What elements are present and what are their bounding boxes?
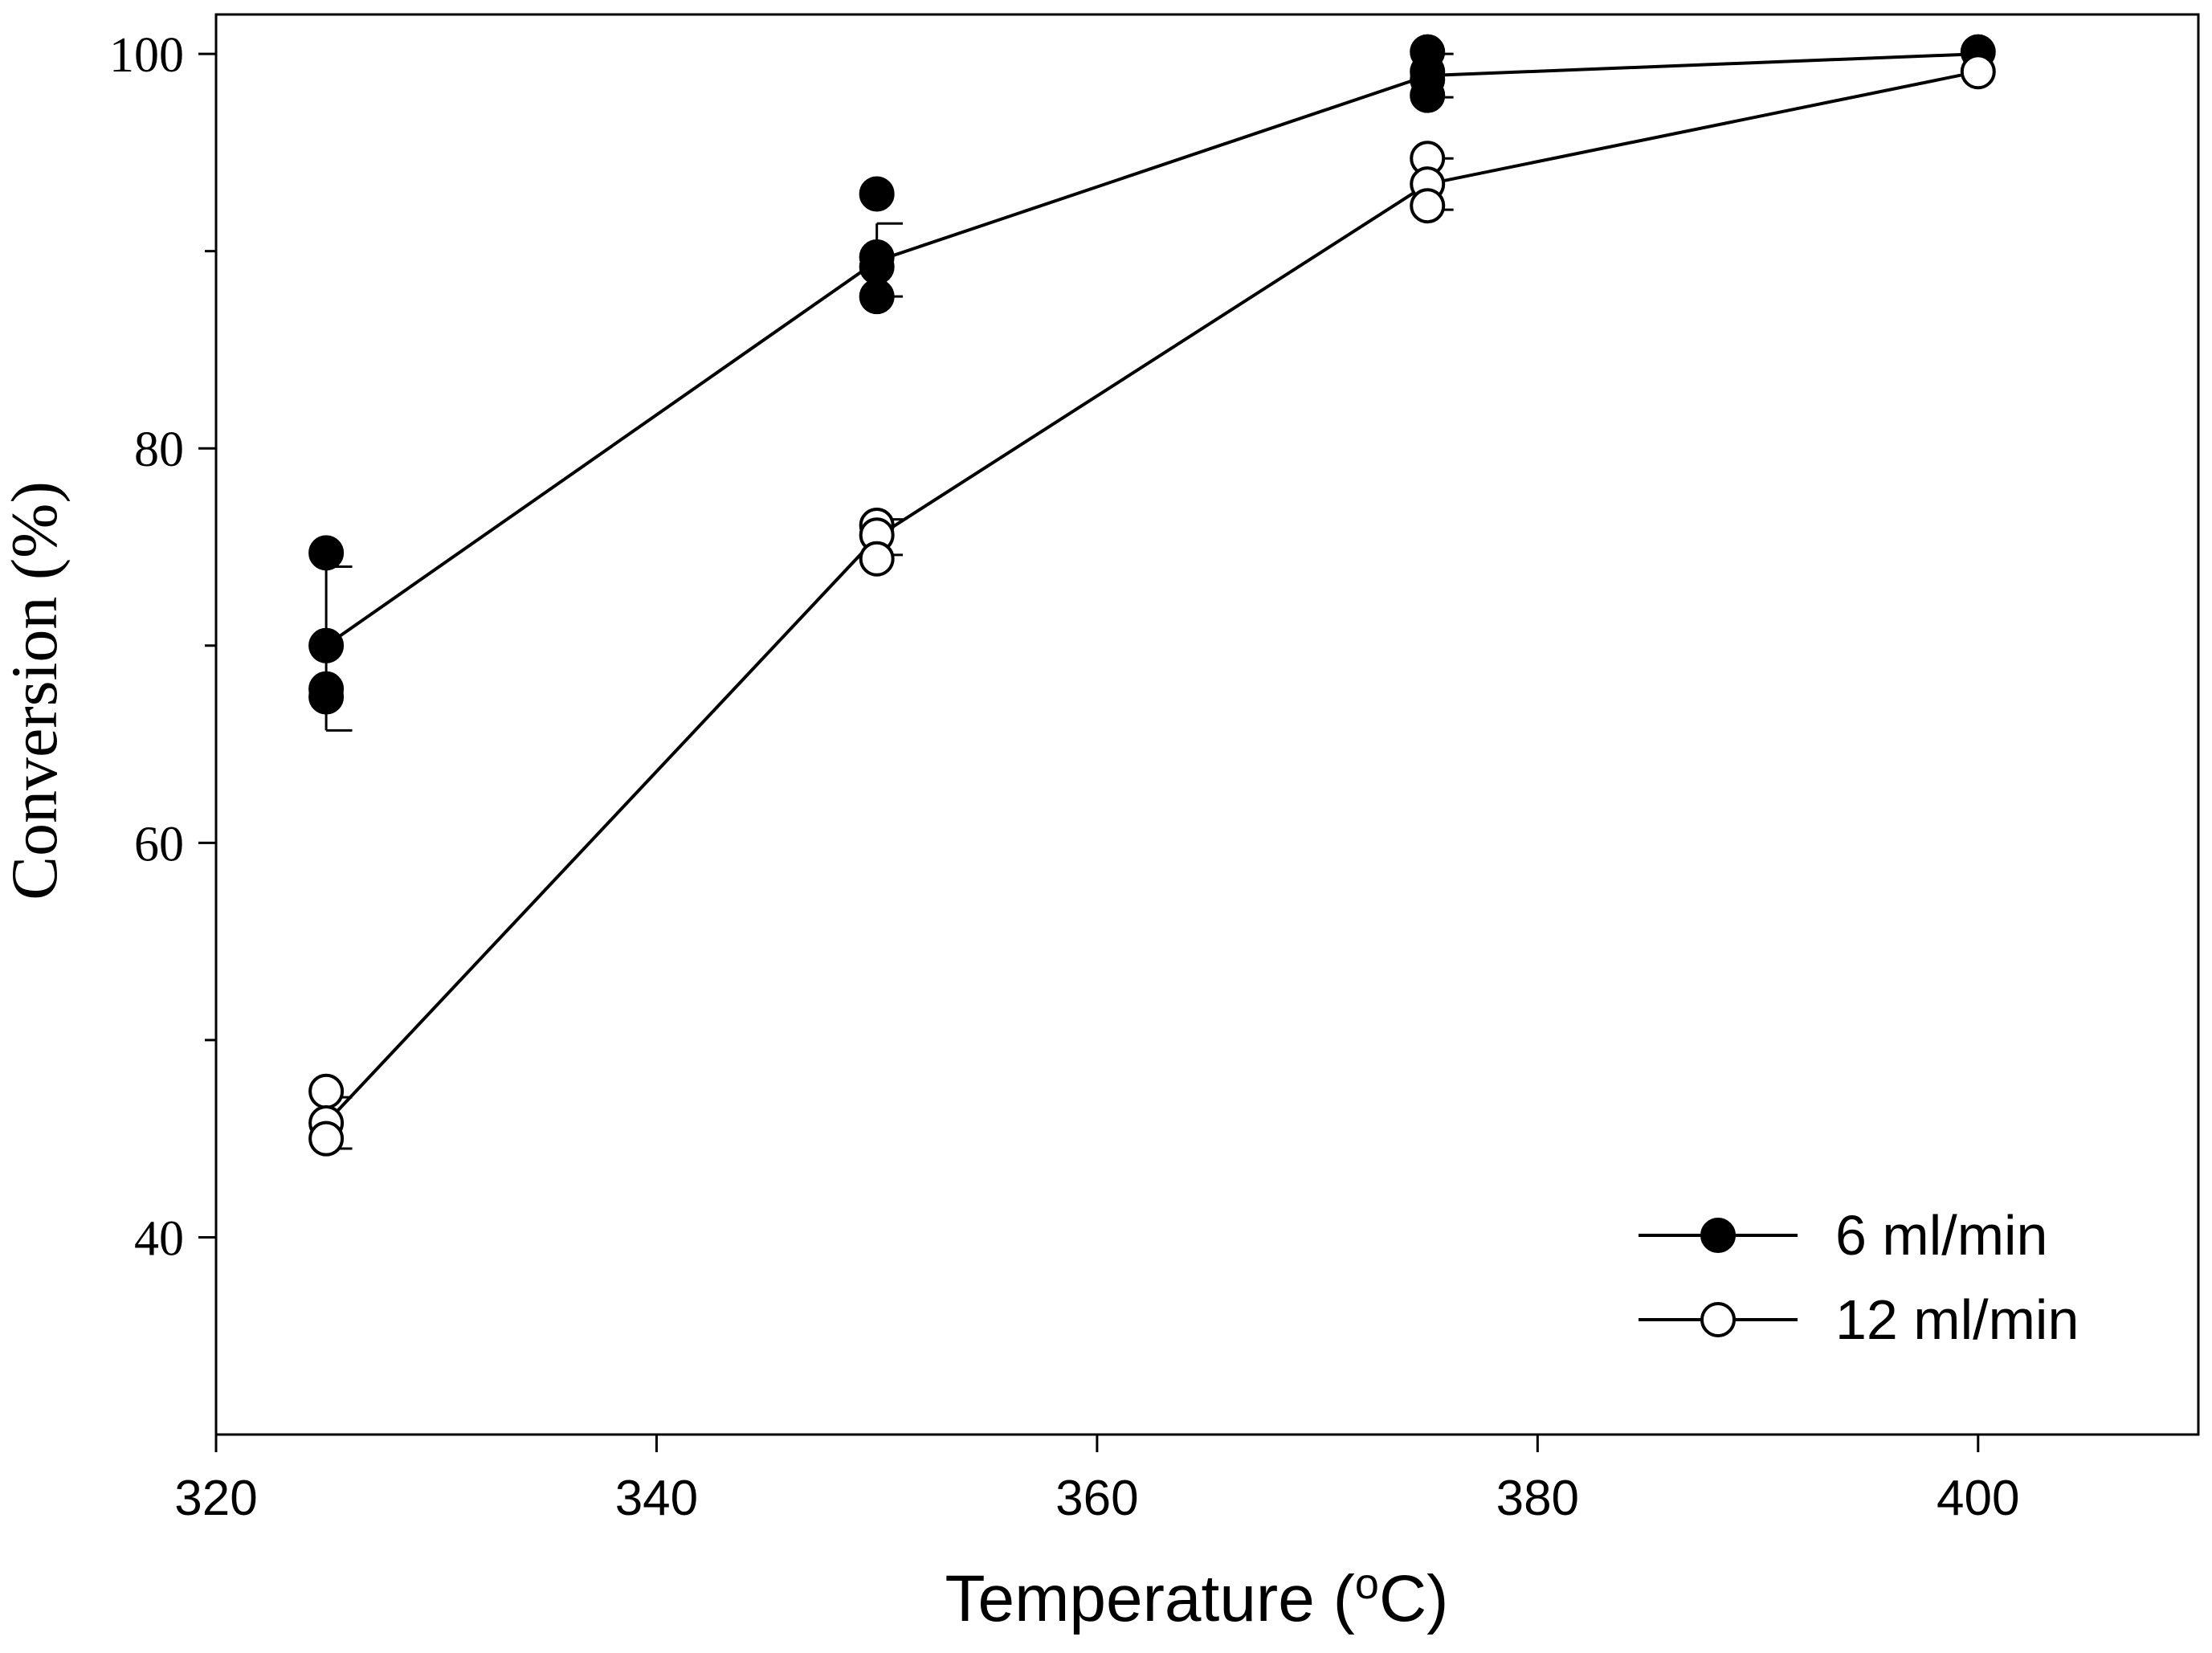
data-point-2-8	[1410, 188, 1446, 224]
x-axis-label-superscript: o	[1355, 1560, 1379, 1608]
series-layer	[308, 34, 1996, 1157]
data-point-1-3	[308, 679, 345, 715]
x-axis-label: Temperature (oC)	[945, 1560, 1449, 1635]
data-point-1-1	[308, 627, 345, 663]
plot-border	[214, 13, 2200, 1436]
data-point-2-2	[308, 1120, 345, 1157]
y-tick-label-80: 80	[134, 422, 184, 477]
legend-label-1: 6 ml/min	[1835, 1204, 2047, 1267]
x-tick-label-380: 380	[1496, 1471, 1579, 1526]
x-tick-label-320: 320	[174, 1471, 257, 1526]
y-tick-label-100: 100	[109, 28, 184, 83]
legend: 6 ml/min 12 ml/min	[1639, 1204, 2079, 1351]
y-tick-label-40: 40	[134, 1211, 184, 1266]
x-tick-label-340: 340	[615, 1471, 698, 1526]
data-point-1-4	[859, 176, 895, 212]
series-1	[308, 34, 1996, 732]
data-point-1-0	[308, 535, 345, 571]
x-axis-label-unit: C)	[1379, 1562, 1449, 1635]
data-point-1-6	[859, 249, 895, 285]
data-point-2-0	[308, 1073, 345, 1109]
y-axis: 40 60 80 100	[109, 28, 216, 1266]
y-tick-label-60: 60	[134, 817, 184, 871]
data-point-1-11	[1410, 77, 1446, 113]
x-axis: 320 340 360 380 400	[174, 1435, 2020, 1526]
series-2-line	[324, 70, 1979, 1124]
series-1-line	[324, 52, 1978, 647]
plot-frame	[214, 13, 2200, 1436]
legend-marker-2	[1700, 1302, 1736, 1337]
x-axis-label-main: Temperature (	[945, 1562, 1355, 1635]
x-tick-label-360: 360	[1055, 1471, 1138, 1526]
series-2	[308, 54, 1996, 1157]
legend-label-2: 12 ml/min	[1835, 1288, 2079, 1351]
y-axis-label: Conversion (%)	[0, 481, 71, 900]
data-point-2-9	[1960, 54, 1996, 90]
data-point-1-7	[859, 279, 895, 315]
x-tick-label-400: 400	[1937, 1471, 2019, 1526]
data-point-2-5	[859, 541, 895, 577]
legend-marker-1	[1700, 1218, 1736, 1253]
